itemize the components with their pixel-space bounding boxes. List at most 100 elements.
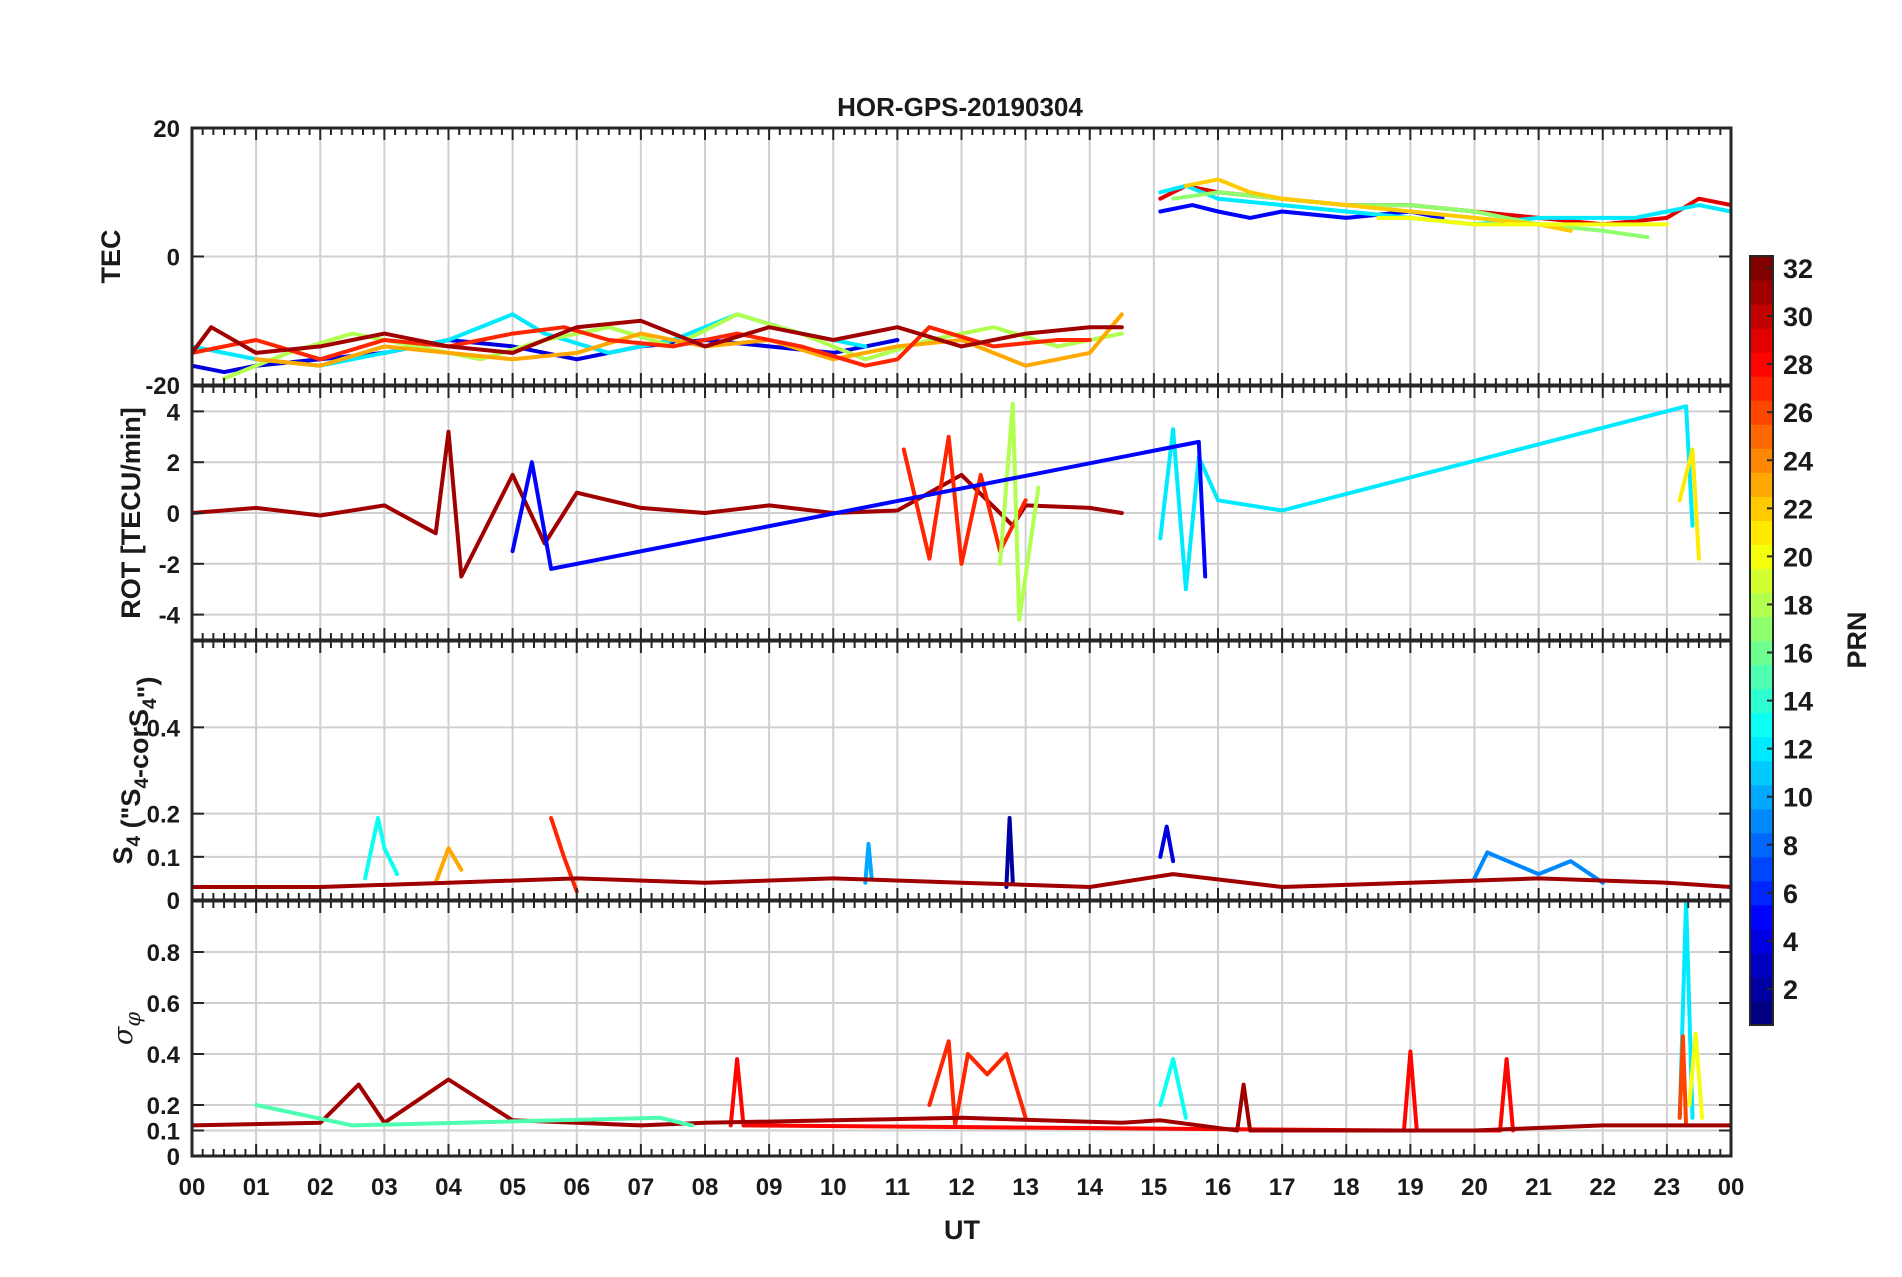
colorbar-swatch [1750, 928, 1773, 954]
series-line-prn-27 [927, 1039, 1028, 1128]
y-tick-label: -4 [159, 603, 181, 630]
x-tick-label: 20 [1461, 1174, 1488, 1201]
x-tick-label: 07 [628, 1174, 655, 1201]
x-tick-label: 21 [1525, 1174, 1552, 1201]
colorbar-swatch [1750, 712, 1773, 738]
series-line-prn-26 [1677, 1034, 1689, 1128]
x-tick-label: 14 [1076, 1174, 1103, 1201]
y-tick-label: 20 [153, 116, 180, 143]
colorbar-swatch [1750, 280, 1773, 305]
x-tick-label: 23 [1654, 1174, 1681, 1201]
colorbar-tick-label: 10 [1783, 783, 1813, 813]
y-tick-label: 0.8 [147, 940, 180, 967]
colorbar-tick-label: 28 [1783, 350, 1813, 380]
series-line-prn-9 [1472, 850, 1605, 885]
colorbar-tick-label: 4 [1783, 927, 1798, 957]
series-line-prn-28 [728, 1049, 1515, 1133]
panel-rot: -4 -2 0 2 4 ROT [TECU/min] [116, 384, 1733, 642]
y-tick-label: 0.6 [147, 991, 180, 1018]
y-tick-label: 0.1 [147, 845, 180, 872]
colorbar-swatch [1750, 328, 1773, 353]
colorbar-swatch [1750, 448, 1773, 473]
y-tick-label: 4 [167, 399, 181, 426]
colorbar-tick-label: 6 [1783, 879, 1798, 909]
x-axis-label: UT [944, 1215, 980, 1245]
colorbar-label: PRN [1842, 611, 1872, 668]
x-tick-label: 06 [563, 1174, 590, 1201]
colorbar-swatch [1750, 760, 1773, 786]
colorbar-swatch [1750, 952, 1773, 978]
panel-sigma_phi-y-label: σφ [108, 1012, 145, 1045]
x-tick-label: 22 [1589, 1174, 1616, 1201]
x-tick-label: 02 [307, 1174, 334, 1201]
colorbar-swatch [1750, 400, 1773, 425]
y-tick-label: 0.4 [147, 715, 181, 742]
colorbar-swatch [1750, 352, 1773, 377]
series-line-prn-31 [192, 1077, 1731, 1133]
panel-rot-y-label: ROT [TECU/min] [116, 407, 146, 618]
panel-s4: 0 0.1 0.2 0.4S4 ("S4-corS4") [108, 639, 1733, 915]
colorbar-swatch [1750, 592, 1773, 618]
x-tick-label: 13 [1012, 1174, 1039, 1201]
colorbar-tick-label: 26 [1783, 398, 1813, 428]
y-tick-label: 0.2 [147, 802, 180, 829]
y-tick-label: 0 [167, 245, 180, 272]
x-tick-label: 11 [885, 1174, 910, 1201]
y-tick-label: 0 [167, 888, 180, 915]
x-tick-label: 18 [1333, 1174, 1360, 1201]
colorbar-swatch [1750, 664, 1773, 690]
x-tick-label: 03 [371, 1174, 398, 1201]
colorbar-swatch [1750, 256, 1773, 281]
series-line-prn-10 [863, 841, 874, 885]
series-line-prn-4 [1158, 824, 1176, 864]
series-line-prn-23 [433, 846, 464, 885]
colorbar-tick-label: 18 [1783, 590, 1813, 620]
colorbar-swatch [1750, 472, 1773, 497]
series-line-prn-12 [1158, 404, 1695, 592]
colorbar-swatch [1750, 616, 1773, 642]
colorbar-swatch [1750, 736, 1773, 762]
series-line-prn-13 [363, 816, 400, 881]
colorbar-tick-label: 16 [1783, 639, 1813, 669]
series-line-prn-22 [1183, 177, 1573, 233]
y-tick-label: 2 [167, 450, 180, 477]
panel-sigma_phi: 00.10.2 0.4 0.6 0.8 σφ [108, 899, 1733, 1171]
y-tick-label: -2 [159, 552, 180, 579]
x-tick-label: 15 [1141, 1174, 1168, 1201]
colorbar-swatch [1750, 376, 1773, 401]
x-tick-label: 00 [1718, 1174, 1745, 1201]
panel-s4-y-label: S4 ("S4-corS4") [108, 677, 162, 865]
colorbar-swatch [1750, 784, 1773, 810]
x-tick-label: 12 [948, 1174, 975, 1201]
colorbar-swatch [1750, 880, 1773, 906]
y-tick-label: -20 [145, 373, 180, 400]
colorbar-tick-label: 30 [1783, 302, 1813, 332]
x-tick-label: 17 [1269, 1174, 1296, 1201]
series-line-prn-31 [192, 318, 1124, 355]
chart-title: HOR-GPS-20190304 [837, 92, 1083, 122]
colorbar-swatch [1750, 304, 1773, 329]
colorbar-swatch [1750, 904, 1773, 930]
y-tick-label: 0.2 [147, 1093, 180, 1120]
colorbar-frame [1749, 255, 1774, 1026]
x-tick-label: 00 [179, 1174, 206, 1201]
series-line-prn-27 [192, 325, 1092, 368]
colorbar-swatch [1750, 1000, 1773, 1026]
series-line-prn-17 [1171, 190, 1650, 240]
panel-tec-y-label: TEC [96, 230, 126, 284]
colorbar-swatch [1750, 496, 1773, 521]
y-tick-label: 0.1 [147, 1119, 180, 1146]
series-line-prn-20 [1376, 215, 1669, 227]
x-tick-label: 05 [499, 1174, 526, 1201]
series-line-prn-15 [254, 1103, 695, 1128]
series-line-prn-21 [1677, 447, 1701, 561]
x-tick-label: 09 [756, 1174, 783, 1201]
colorbar-tick-label: 20 [1783, 542, 1813, 572]
colorbar-tick-label: 24 [1783, 446, 1813, 476]
series-line-prn-5 [510, 439, 1208, 579]
colorbar-swatch [1750, 544, 1773, 570]
x-tick-label: 19 [1397, 1174, 1424, 1201]
